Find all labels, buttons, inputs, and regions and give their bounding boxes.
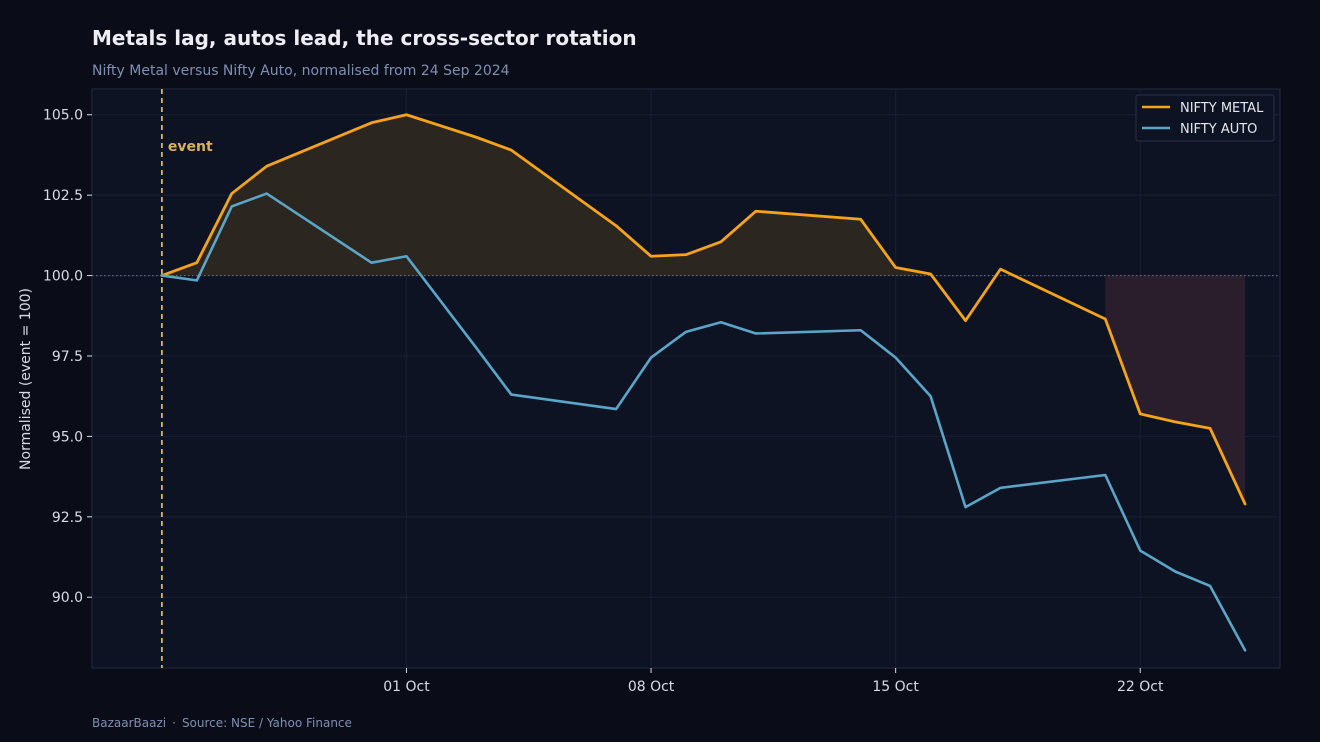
footer-brand: BazaarBaazi (92, 716, 167, 730)
x-tick-label-3: 22 Oct (1117, 679, 1164, 695)
fill-below-baseline (1105, 275, 1246, 504)
legend-box (1135, 94, 1275, 142)
x-tick-label-2: 15 Oct (872, 679, 919, 695)
x-axis-ticks: 01 Oct 08 Oct 15 Oct 22 Oct (383, 668, 1164, 695)
event-label: event (168, 139, 213, 155)
legend-label-metal: NIFTY METAL (1180, 101, 1264, 116)
y-tick-label-0: 90.0 (52, 590, 83, 606)
y-tick-label-6: 105.0 (43, 108, 83, 124)
footer-separator: · (172, 716, 176, 730)
chart-subtitle: Nifty Metal versus Nifty Auto, normalise… (92, 63, 510, 79)
chart-title: Metals lag, autos lead, the cross-sector… (92, 26, 637, 50)
x-tick-label-0: 01 Oct (383, 679, 430, 695)
area-fills (161, 114, 1246, 504)
footer: BazaarBaazi · Source: NSE / Yahoo Finance (92, 716, 352, 730)
y-axis-ticks: 90.0 92.5 95.0 97.5 100.0 102.5 105.0 (43, 108, 92, 606)
series-line-auto (160, 192, 1247, 652)
series-lines (160, 113, 1247, 652)
legend-label-auto: NIFTY AUTO (1180, 122, 1257, 137)
fill-above-baseline (161, 114, 931, 276)
y-tick-label-5: 102.5 (43, 188, 83, 204)
y-tick-label-1: 92.5 (52, 510, 83, 526)
series-line-metal (160, 113, 1247, 506)
y-tick-label-2: 95.0 (52, 429, 83, 445)
x-tick-label-1: 08 Oct (628, 679, 675, 695)
y-tick-label-4: 100.0 (43, 269, 83, 285)
footer-source: Source: NSE / Yahoo Finance (181, 716, 352, 730)
y-tick-label-3: 97.5 (52, 349, 83, 365)
legend: NIFTY METAL NIFTY AUTO (1135, 94, 1275, 142)
y-axis-label: Normalised (event = 100) (18, 288, 34, 470)
